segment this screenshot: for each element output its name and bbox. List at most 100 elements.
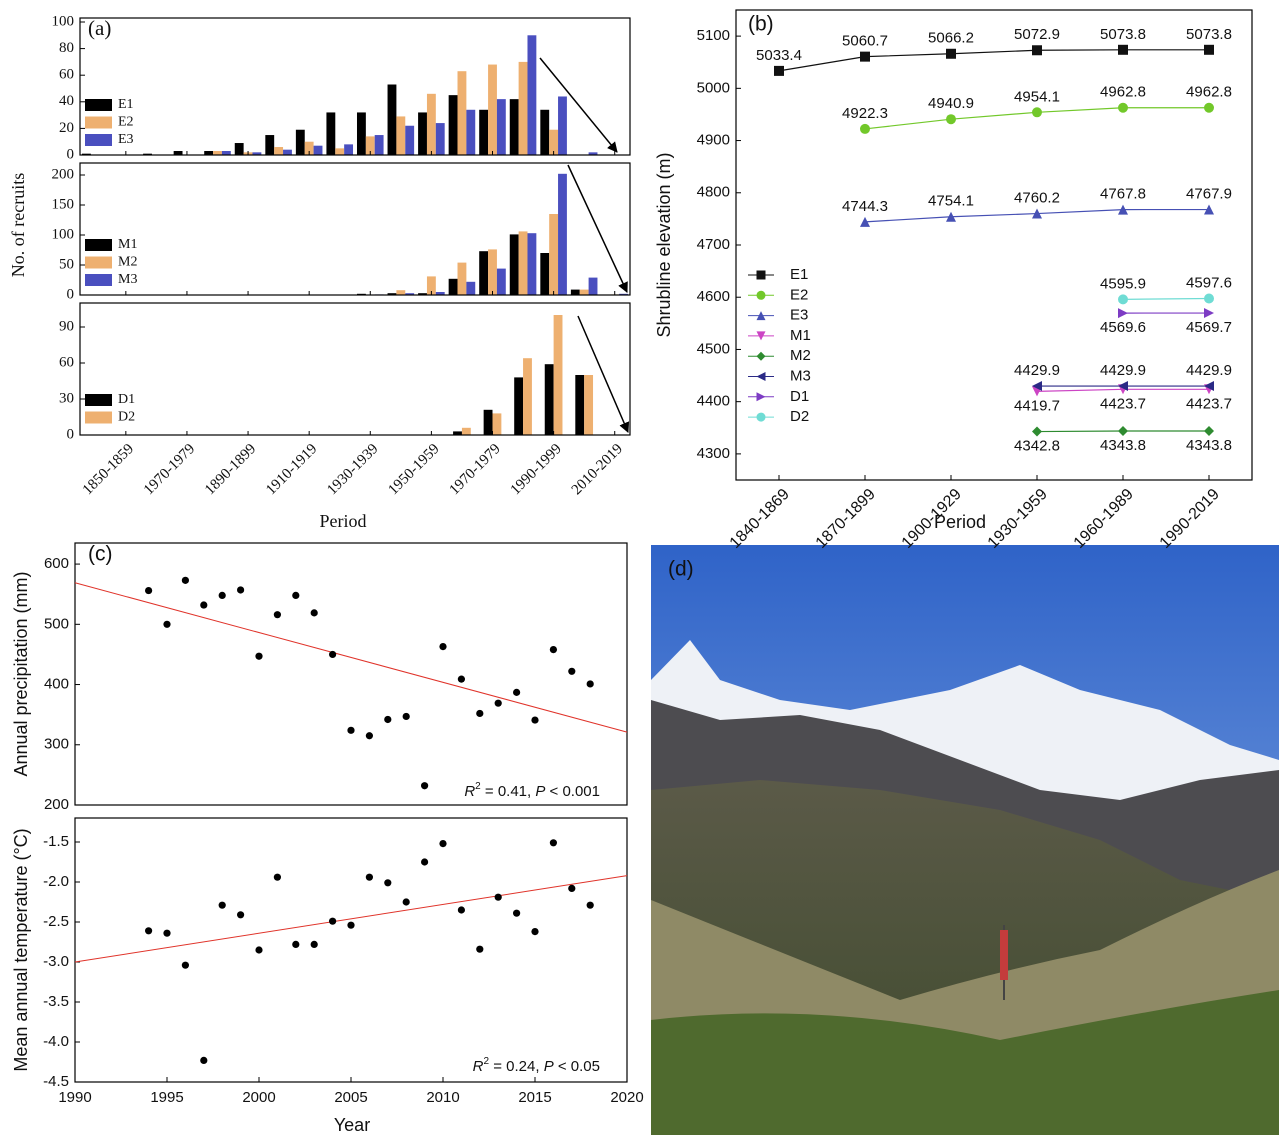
point [182,962,189,969]
data-label: 4429.9 [1100,362,1146,379]
bar [497,99,506,155]
point [366,874,373,881]
x-tick-label: 2015 [518,1089,551,1106]
data-label: 5073.8 [1100,26,1146,43]
y-tick-label: 100 [52,13,75,29]
point-marker [1032,45,1042,55]
data-label: 4595.9 [1100,275,1146,292]
bar [466,110,475,155]
y-tick-label: 0 [67,286,75,302]
y-tick-label: 100 [52,226,75,242]
point [531,928,538,935]
legend-swatch [85,134,112,146]
legend-marker [757,392,766,401]
x-axis-label: Year [334,1115,370,1135]
point [182,577,189,584]
bar [584,375,593,435]
data-label: 5066.2 [928,30,974,47]
x-tick-label: 2005 [334,1089,367,1106]
bar [540,110,549,155]
y-tick-label: 150 [52,196,75,212]
point-marker [1118,426,1128,436]
bar [497,269,506,295]
point [347,727,354,734]
point [163,930,170,937]
legend-label: E1 [790,266,808,283]
bar [418,112,427,155]
point [550,646,557,653]
data-label: 4767.8 [1100,186,1146,203]
bar [283,150,292,155]
point [568,885,575,892]
y-tick-label: -4.0 [43,1033,69,1050]
y-axis-label: No. of recruits [8,173,28,277]
data-label: 4767.9 [1186,186,1232,203]
legend-label: E2 [118,115,134,130]
bar [274,147,283,155]
annotation-part: P [535,783,545,800]
trend-line [75,583,627,732]
annotation: R2 = 0.41, P < 0.001 [464,781,600,800]
y-tick-label: -4.5 [43,1073,69,1090]
chart-panel: 200300400500600(c)Annual precipitation (… [11,543,627,813]
trend-line [75,876,627,962]
point [237,911,244,918]
data-label: 4342.8 [1014,438,1060,455]
point [274,874,281,881]
x-tick-label: 1870-1899 [813,486,879,552]
point [366,732,373,739]
bar [510,99,519,155]
y-axis-label: Mean annual temperature (°C) [11,828,31,1071]
point [384,879,391,886]
y-tick-label: 5000 [697,79,730,96]
annotation-part: = 0.24, [489,1058,544,1075]
bar [405,126,414,155]
panel-label: (d) [668,558,694,581]
point-marker [1204,308,1214,318]
data-label: 4569.7 [1186,319,1232,336]
bar [549,214,558,295]
annotation-part: < 0.05 [554,1058,600,1075]
legend-label: E2 [790,286,808,303]
data-label: 4760.2 [1014,190,1060,207]
legend-marker [757,352,766,361]
bar [375,135,384,155]
x-tick-label: 2010-2019 [569,441,626,498]
photo: (d) [651,545,1279,1135]
legend-label: M1 [118,237,137,252]
y-axis-label: Shrubline elevation (m) [654,152,674,337]
x-tick-label: 1910-1919 [263,441,320,498]
bar [427,94,436,155]
point-marker [774,66,784,76]
bar [265,135,274,155]
chart-panel: D1D20306090Period1850-18591970-19791890-… [59,303,630,531]
point [421,858,428,865]
y-tick-label: 500 [44,615,69,632]
point [513,689,520,696]
data-label: 4429.9 [1186,362,1232,379]
data-label: 4940.9 [928,95,974,112]
x-tick-label: 1960-1989 [1071,486,1137,552]
y-tick-label: 4900 [697,132,730,149]
legend-swatch [85,257,112,269]
point-marker [1118,45,1128,55]
y-tick-label: 40 [59,93,74,109]
bar [558,174,567,295]
point [329,651,336,658]
point [237,586,244,593]
y-tick-label: 4500 [697,340,730,357]
y-tick-label: 4600 [697,288,730,305]
y-tick-label: 30 [59,390,74,406]
x-tick-label: 1950-1959 [385,441,442,498]
y-tick-label: -2.0 [43,873,69,890]
point-marker [1032,107,1042,117]
point [458,906,465,913]
bar [540,253,549,295]
y-tick-label: 600 [44,555,69,572]
bar [314,146,323,155]
bar [458,71,467,155]
y-axis-label: Annual precipitation (mm) [11,571,31,776]
legend-label: E3 [790,307,808,324]
chart-panel: E1E2E3020406080100(a)No. of recruits [8,13,630,277]
y-tick-label: -2.5 [43,913,69,930]
